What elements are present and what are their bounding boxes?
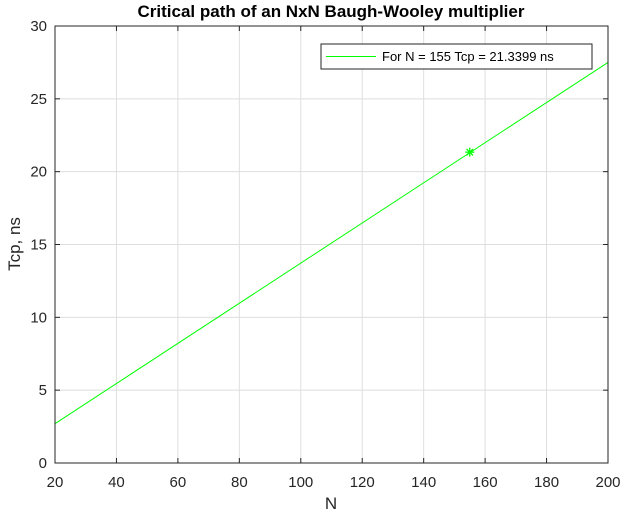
legend-entry: For N = 155 Tcp = 21.3399 ns: [382, 49, 554, 64]
data-point-marker: [465, 147, 475, 157]
y-tick-label: 25: [30, 91, 47, 108]
x-tick-label: 120: [350, 474, 375, 491]
x-tick-label: 200: [595, 474, 620, 491]
series-line: [54, 61, 609, 425]
x-tick-label: 40: [108, 474, 125, 491]
y-tick-label: 5: [39, 382, 47, 399]
x-tick-label: 140: [411, 474, 436, 491]
x-tick-label: 100: [288, 474, 313, 491]
x-axis-label: N: [325, 494, 337, 513]
chart-title: Critical path of an NxN Baugh-Wooley mul…: [138, 2, 525, 21]
ticks: 20 40 60 80 100 120 140 160 180 200 0 5 10 15 20 25 30: [30, 18, 620, 491]
legend: For N = 155 Tcp = 21.3399 ns: [320, 43, 593, 70]
y-axis-label: Tcp, ns: [5, 217, 24, 271]
series-layer: [54, 61, 609, 425]
y-tick-label: 15: [30, 237, 47, 254]
y-tick-label: 10: [30, 309, 47, 326]
grid: [55, 26, 608, 463]
y-tick-label: 30: [30, 18, 47, 35]
x-tick-label: 180: [534, 474, 559, 491]
x-tick-label: 80: [231, 474, 248, 491]
x-tick-label: 20: [47, 474, 64, 491]
x-tick-label: 160: [473, 474, 498, 491]
y-tick-label: 20: [30, 164, 47, 181]
y-tick-label: 0: [39, 455, 47, 472]
x-tick-label: 60: [170, 474, 187, 491]
